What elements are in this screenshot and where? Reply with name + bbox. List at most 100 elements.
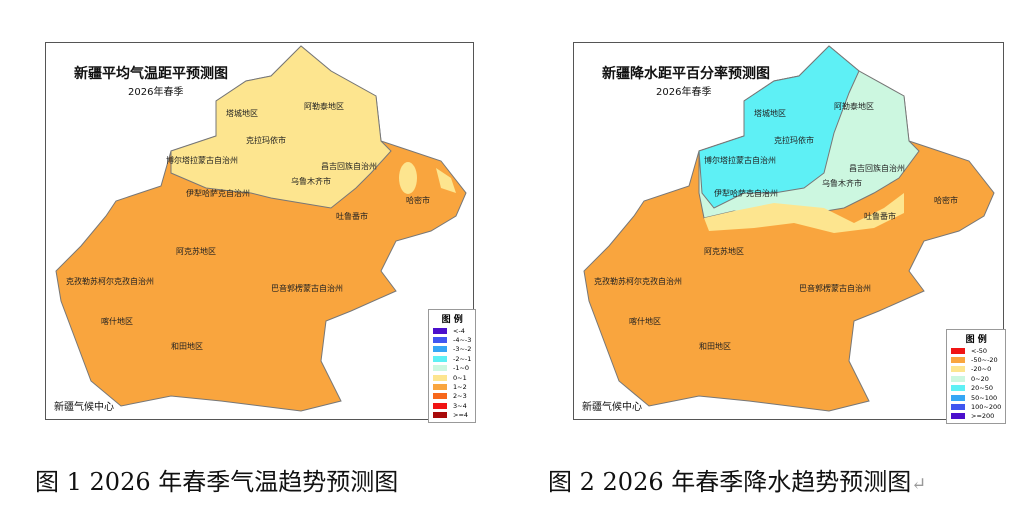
- organization-label: 新疆气候中心: [54, 402, 114, 413]
- legend-item: 0~1: [433, 373, 471, 382]
- region-label: 巴音郭楞蒙古自治州: [799, 284, 871, 293]
- legend-label: 50~100: [971, 393, 998, 402]
- region-label: 喀什地区: [101, 317, 133, 326]
- legend-item: -20~0: [951, 365, 1001, 374]
- region-label: 哈密市: [934, 196, 958, 205]
- legend-title: 图 例: [965, 335, 987, 345]
- region-label: 克拉玛依市: [774, 136, 814, 145]
- legend-item: <-4: [433, 326, 471, 335]
- legend-swatch: [433, 346, 447, 353]
- region-label: 喀什地区: [629, 317, 661, 326]
- legend-item: -3~-2: [433, 345, 471, 354]
- legend-item: 2~3: [433, 392, 471, 401]
- figure-caption-2: 图 2 2026 年春季降水趋势预测图↵: [548, 462, 926, 497]
- legend-swatch: [433, 412, 447, 419]
- legend-label: -2~-1: [453, 354, 472, 363]
- legend-item: 50~100: [951, 393, 1001, 402]
- legend-swatch: [433, 365, 447, 372]
- legend-item: -2~-1: [433, 354, 471, 363]
- region-label: 昌吉回族自治州: [849, 164, 905, 173]
- map-legend: 图 例 <-4 -4~-3 -3~-2 -2~-1 -1~0 0~1 1~2 2~3 3~4 >=4: [428, 309, 477, 423]
- temperature-map: 新疆平均气温距平预测图 2026年春季 塔城地区 阿勒泰地区 克拉玛依市 博尔塔…: [45, 42, 477, 423]
- region-label: 和田地区: [171, 342, 203, 351]
- legend-title: 图 例: [441, 315, 463, 325]
- legend-label: -3~-2: [453, 345, 472, 354]
- legend-item: -4~-3: [433, 335, 471, 344]
- legend-label: 20~50: [971, 384, 993, 393]
- legend-item: 3~4: [433, 401, 471, 410]
- region-label: 克拉玛依市: [246, 136, 286, 145]
- legend-swatch: [433, 402, 447, 409]
- legend-item: <-50: [951, 346, 1001, 355]
- legend-swatch: [433, 355, 447, 362]
- map-legend: 图 例 <-50 -50~-20 -20~0 0~20 20~50 50~100 100~20…: [946, 329, 1007, 425]
- region-label: 乌鲁木齐市: [291, 177, 331, 186]
- region-label: 伊犁哈萨克自治州: [714, 189, 778, 198]
- region-label: 伊犁哈萨克自治州: [186, 189, 250, 198]
- region-label: 和田地区: [699, 342, 731, 351]
- legend-swatch: [951, 413, 965, 420]
- region-label: 克孜勒苏柯尔克孜自治州: [66, 277, 154, 286]
- legend-item: -1~0: [433, 364, 471, 373]
- region-label: 阿勒泰地区: [304, 102, 344, 111]
- legend-swatch: [951, 347, 965, 354]
- figure-caption-1: 图 1 2026 年春季气温趋势预测图: [35, 468, 399, 496]
- legend-label: >=4: [453, 411, 469, 420]
- region-label: 克孜勒苏柯尔克孜自治州: [594, 277, 682, 286]
- legend-item: >=200: [951, 412, 1001, 421]
- legend-item: -50~-20: [951, 355, 1001, 364]
- region-label: 吐鲁番市: [336, 212, 368, 221]
- legend-label: 1~2: [453, 383, 467, 392]
- legend-label: -20~0: [971, 365, 992, 374]
- legend-swatch: [951, 357, 965, 364]
- legend-swatch: [951, 404, 965, 411]
- region-label: 阿克苏地区: [704, 247, 744, 256]
- legend-label: <-50: [971, 346, 988, 355]
- legend-swatch: [951, 366, 965, 373]
- legend-swatch: [433, 374, 447, 381]
- legend-label: 3~4: [453, 401, 467, 410]
- map-subtitle: 2026年春季: [128, 87, 184, 98]
- region-label: 吐鲁番市: [864, 212, 896, 221]
- legend-label: <-4: [453, 326, 465, 335]
- legend-item: 100~200: [951, 402, 1001, 411]
- legend-item: 1~2: [433, 382, 471, 391]
- legend-item: >=4: [433, 411, 471, 420]
- legend-swatch: [951, 385, 965, 392]
- legend-label: -1~0: [453, 364, 470, 373]
- xinjiang-map-shape: [55, 45, 467, 412]
- region-label: 昌吉回族自治州: [321, 162, 377, 171]
- caption-text: 图 2 2026 年春季降水趋势预测图: [548, 468, 912, 496]
- legend-swatch: [433, 384, 447, 391]
- legend-label: -4~-3: [453, 336, 472, 345]
- region-label: 乌鲁木齐市: [822, 179, 862, 188]
- legend-label: 2~3: [453, 392, 467, 401]
- legend-swatch: [951, 375, 965, 382]
- map-title: 新疆平均气温距平预测图: [74, 66, 228, 82]
- legend-label: 100~200: [971, 403, 1002, 412]
- legend-label: 0~1: [453, 373, 467, 382]
- region-label: 博尔塔拉蒙古自治州: [166, 156, 238, 165]
- legend-swatch: [951, 394, 965, 401]
- region-label: 博尔塔拉蒙古自治州: [704, 156, 776, 165]
- precipitation-map: 新疆降水距平百分率预测图 2026年春季 塔城地区 阿勒泰地区 克拉玛依市 博尔…: [573, 42, 1007, 425]
- legend-swatch: [433, 337, 447, 344]
- legend-swatch: [433, 393, 447, 400]
- legend-label: -50~-20: [971, 356, 998, 365]
- xinjiang-map-shape: [583, 45, 995, 412]
- legend-swatch: [433, 327, 447, 334]
- legend-item: 20~50: [951, 384, 1001, 393]
- region-label: 塔城地区: [226, 109, 258, 118]
- region-label: 塔城地区: [754, 109, 786, 118]
- region-label: 阿勒泰地区: [834, 102, 874, 111]
- paragraph-mark: ↵: [911, 474, 927, 495]
- organization-label: 新疆气候中心: [582, 402, 642, 413]
- legend-label: 0~20: [971, 374, 989, 383]
- region-label: 阿克苏地区: [176, 247, 216, 256]
- region-label: 巴音郭楞蒙古自治州: [271, 284, 343, 293]
- region-label: 哈密市: [406, 196, 430, 205]
- map-subtitle: 2026年春季: [656, 87, 712, 98]
- legend-item: 0~20: [951, 374, 1001, 383]
- map-title: 新疆降水距平百分率预测图: [602, 66, 770, 82]
- legend-label: >=200: [971, 412, 995, 421]
